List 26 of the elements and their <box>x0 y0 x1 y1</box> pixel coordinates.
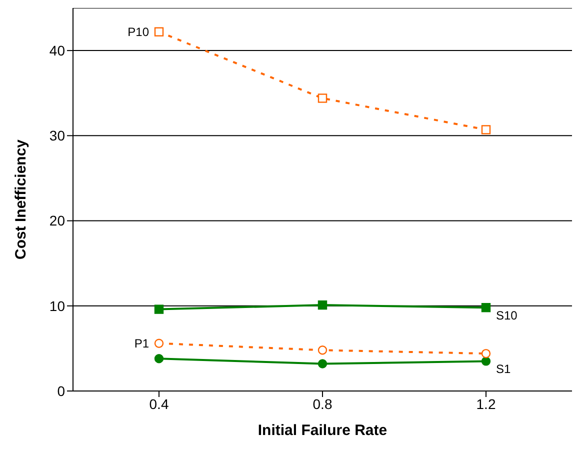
x-tick-label: 0.8 <box>312 396 332 412</box>
point <box>481 356 491 366</box>
point <box>318 346 328 355</box>
point <box>481 125 491 134</box>
point <box>154 354 164 364</box>
x-axis-title: Initial Failure Rate <box>258 422 388 439</box>
point <box>318 359 328 368</box>
y-tick-label: 30 <box>49 128 66 144</box>
point <box>154 338 164 348</box>
y-tick-label: 20 <box>49 212 66 229</box>
point <box>318 94 328 103</box>
series-label: P10 <box>128 24 150 39</box>
point <box>154 304 164 314</box>
y-tick-label: 40 <box>49 42 66 59</box>
y-tick-label: 0 <box>57 382 66 399</box>
y-tick-label: 10 <box>49 298 66 314</box>
y-axis-title: Cost Inefficiency <box>12 138 30 260</box>
series-label: S1 <box>496 362 512 376</box>
series-label: S10 <box>496 308 518 323</box>
x-tick-label: 0.4 <box>149 396 169 412</box>
x-tick-label: 1.2 <box>476 396 496 412</box>
point <box>154 27 164 36</box>
series-label: P1 <box>134 336 150 350</box>
point <box>318 300 328 310</box>
point <box>481 302 491 312</box>
point <box>481 348 491 358</box>
